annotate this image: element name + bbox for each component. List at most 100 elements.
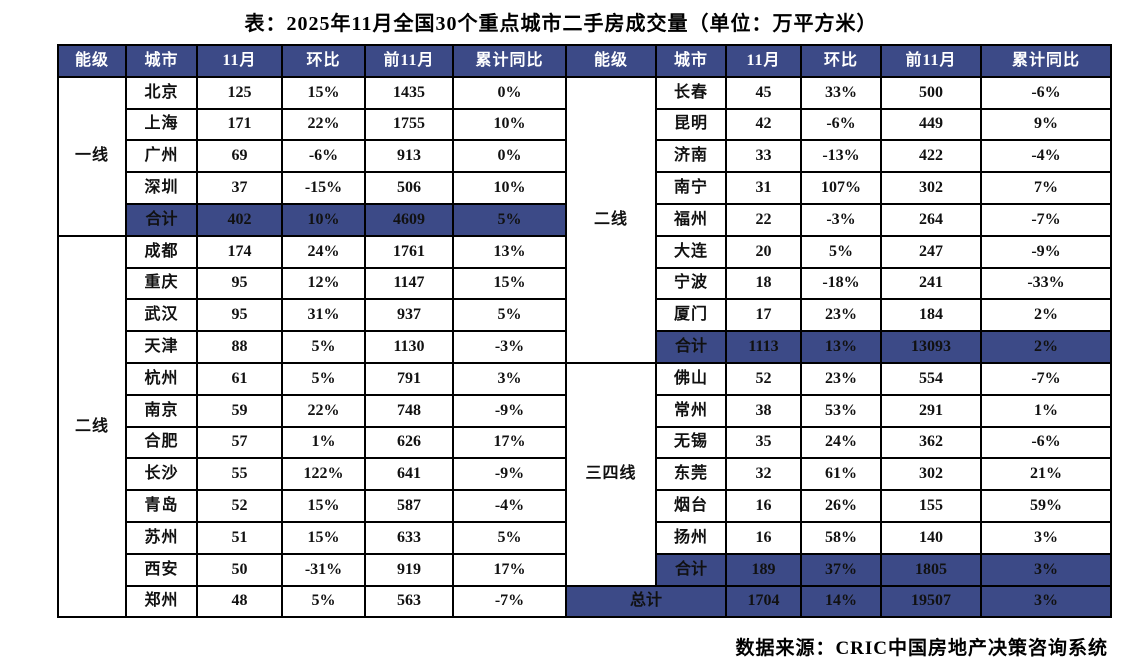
value-cell: 12%: [281, 266, 366, 301]
city-cell: 宁波: [655, 266, 727, 301]
value-cell: 22: [725, 202, 802, 237]
value-cell: 20: [725, 234, 802, 269]
city-cell: 深圳: [125, 171, 198, 205]
value-cell: 15%: [452, 266, 567, 301]
summary-label-cell: 合计: [655, 552, 727, 587]
value-cell: 16: [725, 520, 802, 555]
value-cell: 5%: [452, 520, 567, 555]
summary-value-cell: 4609: [364, 202, 454, 237]
column-header: 城市: [125, 44, 198, 78]
city-cell: 常州: [655, 393, 727, 428]
value-cell: 42: [725, 107, 802, 142]
value-cell: 641: [364, 457, 454, 492]
value-cell: 140: [880, 520, 982, 555]
table-row: 合肥 57 1% 626 17% 无锡 35 24% 362 -6%: [58, 425, 1112, 460]
value-cell: 22%: [281, 107, 366, 142]
value-cell: 95: [196, 266, 283, 301]
value-cell: -31%: [281, 552, 366, 587]
table-title: 表：2025年11月全国30个重点城市二手房成交量（单位：万平方米）: [244, 13, 878, 35]
value-cell: 15%: [281, 489, 366, 523]
city-cell: 北京: [125, 75, 198, 110]
value-cell: 122%: [281, 457, 366, 492]
value-cell: 1%: [980, 393, 1112, 428]
summary-value-cell: 5%: [452, 202, 567, 237]
summary-value-cell: 189: [725, 552, 802, 587]
table-row: 广州 69 -6% 913 0% 济南 33 -13% 422 -4%: [58, 139, 1112, 174]
value-cell: 506: [364, 171, 454, 205]
value-cell: 633: [364, 520, 454, 555]
table-row: 一线 北京 125 15% 1435 0% 二线 长春 45 33% 500 -6%: [57, 75, 1112, 364]
column-header: 能级: [57, 44, 127, 78]
value-cell: 35: [725, 425, 802, 460]
value-cell: 26%: [800, 489, 882, 523]
table-row: 杭州 61 5% 791 3% 三四线 佛山 52 23% 554 -7%: [58, 361, 1112, 587]
value-cell: 500: [880, 75, 982, 110]
value-cell: 791: [364, 361, 454, 396]
city-cell: 西安: [125, 552, 198, 587]
value-cell: 7%: [980, 171, 1112, 205]
summary-value-cell: 10%: [281, 202, 366, 237]
value-cell: 155: [880, 489, 982, 523]
value-cell: 422: [880, 139, 982, 174]
table-row: 重庆 95 12% 1147 15% 宁波 18 -18% 241 -33%: [58, 266, 1112, 301]
value-cell: 13%: [452, 234, 567, 269]
total-label-cell: 总计: [565, 584, 727, 619]
value-cell: 302: [880, 171, 982, 205]
value-cell: 1435: [364, 75, 454, 110]
value-cell: 17%: [452, 552, 567, 587]
city-cell: 苏州: [125, 520, 198, 555]
value-cell: 107%: [800, 171, 882, 205]
value-cell: -15%: [281, 171, 366, 205]
city-cell: 无锡: [655, 425, 727, 460]
city-cell: 长沙: [125, 457, 198, 492]
city-cell: 杭州: [125, 361, 198, 396]
value-cell: 554: [880, 361, 982, 396]
value-cell: 17: [725, 298, 802, 333]
value-cell: 1%: [281, 425, 366, 460]
value-cell: 23%: [800, 298, 882, 333]
data-source: 数据来源：CRIC中国房地产决策咨询系统: [735, 638, 1108, 659]
column-header: 能级: [565, 44, 657, 78]
summary-value-cell: 13093: [880, 330, 982, 364]
value-cell: -9%: [980, 234, 1112, 269]
value-cell: -33%: [980, 266, 1112, 301]
value-cell: -7%: [980, 202, 1112, 237]
total-value-cell: 14%: [800, 584, 882, 619]
value-cell: 52: [196, 489, 283, 523]
value-cell: 33: [725, 139, 802, 174]
value-cell: 362: [880, 425, 982, 460]
city-cell: 重庆: [125, 266, 198, 301]
tier-cell: 二线: [565, 75, 657, 364]
tier-cell: 二线: [57, 234, 127, 619]
table-row: 天津 88 5% 1130 -3% 合计 1113 13% 13093 2%: [58, 330, 1112, 364]
value-cell: 51: [196, 520, 283, 555]
city-cell: 广州: [125, 139, 198, 174]
summary-value-cell: 1805: [880, 552, 982, 587]
city-cell: 东莞: [655, 457, 727, 492]
city-cell: 佛山: [655, 361, 727, 396]
data-table: 能级 城市 11月 环比 前11月 累计同比 能级 城市 11月 环比 前11月 累计同比 一线 北京 1…: [57, 44, 1112, 619]
summary-value-cell: 3%: [980, 552, 1112, 587]
city-cell: 厦门: [655, 298, 727, 333]
value-cell: 241: [880, 266, 982, 301]
value-cell: -3%: [452, 330, 567, 364]
value-cell: 57: [196, 425, 283, 460]
value-cell: -6%: [980, 75, 1112, 110]
value-cell: 1130: [364, 330, 454, 364]
summary-value-cell: 2%: [980, 330, 1112, 364]
value-cell: 1761: [364, 234, 454, 269]
total-value-cell: 3%: [980, 584, 1112, 619]
value-cell: 5%: [281, 330, 366, 364]
value-cell: 88: [196, 330, 283, 364]
city-cell: 上海: [125, 107, 198, 142]
city-cell: 长春: [655, 75, 727, 110]
table-row: 郑州 48 5% 563 -7% 总计 1704 14% 19507 3%: [58, 584, 1112, 619]
summary-value-cell: 37%: [800, 552, 882, 587]
table-row: 合计 402 10% 4609 5% 福州 22 -3% 264 -7%: [58, 202, 1112, 237]
city-cell: 烟台: [655, 489, 727, 523]
value-cell: 55: [196, 457, 283, 492]
city-cell: 合肥: [125, 425, 198, 460]
value-cell: 1755: [364, 107, 454, 142]
value-cell: 184: [880, 298, 982, 333]
value-cell: 587: [364, 489, 454, 523]
